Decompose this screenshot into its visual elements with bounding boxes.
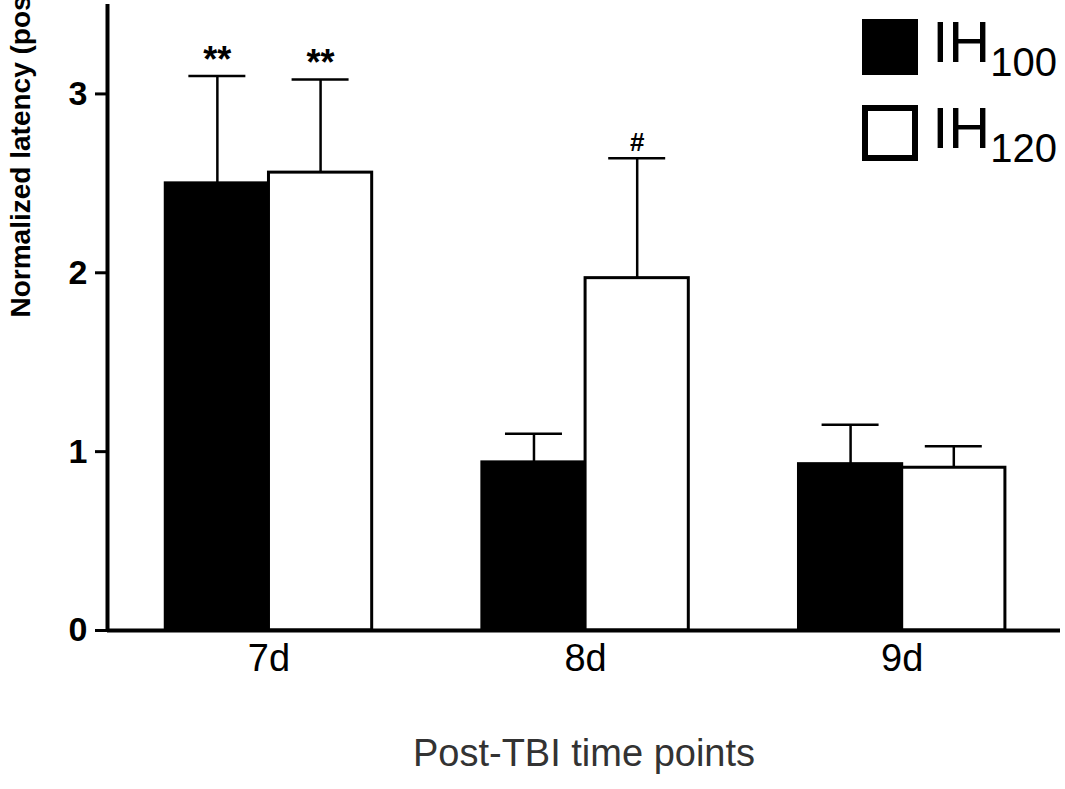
svg-text:9d: 9d: [881, 637, 923, 679]
html-text:IH100: IH100: [932, 8, 1057, 84]
svg-text:3: 3: [69, 74, 88, 112]
svg-text:7d: 7d: [248, 637, 290, 679]
svg-text:2: 2: [69, 253, 88, 291]
svg-text:#: #: [630, 127, 645, 157]
svg-text:**: **: [307, 42, 335, 83]
svg-text:**: **: [203, 39, 231, 80]
svg-text:8d: 8d: [564, 637, 606, 679]
svg-text:1: 1: [69, 432, 88, 470]
svg-text:Post-TBI time points: Post-TBI time points: [413, 732, 755, 774]
svg-text:Normalized latency (post/pre): Normalized latency (post/pre): [5, 0, 36, 318]
html-text:IH120: IH120: [932, 94, 1057, 170]
svg-text:0: 0: [69, 610, 88, 648]
